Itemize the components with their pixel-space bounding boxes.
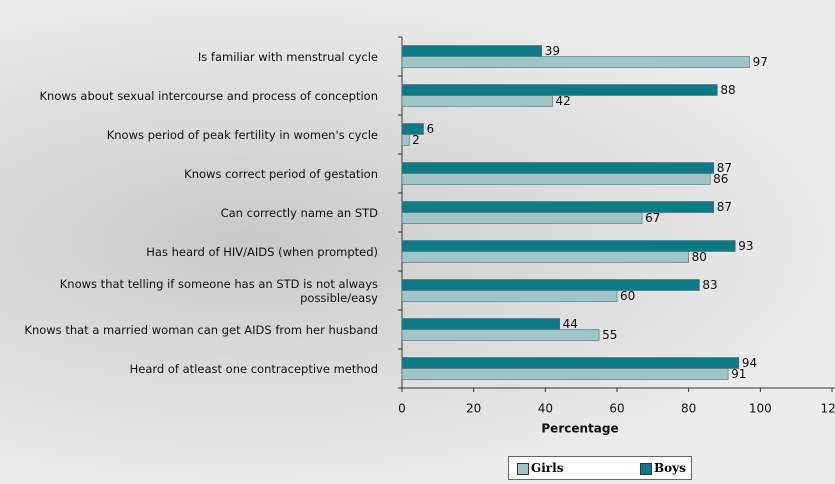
category-label: Is familiar with menstrual cycle	[197, 49, 378, 64]
legend-swatch	[517, 463, 529, 475]
bar	[401, 251, 689, 263]
value-label: 44	[563, 317, 578, 331]
category-label: Knows correct period of gestation	[184, 166, 378, 181]
value-label: 42	[556, 94, 571, 108]
value-label: 60	[620, 289, 635, 303]
value-label: 67	[645, 211, 660, 225]
x-axis-label: Percentage	[541, 422, 618, 436]
value-label: 83	[702, 278, 717, 292]
category-label: Knows about sexual intercourse and proce…	[39, 88, 378, 103]
category-label: Knows period of peak fertility in women'…	[106, 127, 378, 142]
value-label: 86	[713, 172, 728, 186]
bar	[401, 162, 715, 174]
category-label: Has heard of HIV/AIDS (when prompted)	[146, 244, 378, 259]
bar	[401, 201, 715, 213]
x-tick-label: 0	[398, 402, 406, 416]
bar	[401, 123, 424, 135]
value-label: 87	[717, 161, 732, 175]
bar	[401, 290, 618, 302]
x-tick-label: 100	[749, 402, 772, 416]
x-tick-label: 20	[466, 402, 481, 416]
bar	[401, 45, 543, 57]
value-label: 88	[720, 83, 735, 97]
bar	[401, 173, 711, 185]
value-label: 97	[753, 55, 768, 69]
category-label: Can correctly name an STD	[220, 205, 378, 220]
bar	[401, 95, 553, 107]
legend-label: Boys	[654, 461, 686, 475]
legend: Girls Boys	[508, 456, 692, 480]
bar	[401, 240, 736, 252]
value-label: 87	[717, 200, 732, 214]
value-label: 39	[545, 44, 560, 58]
legend-label: Girls	[531, 461, 564, 475]
bar	[401, 318, 560, 330]
category-label: Heard of atleast one contraceptive metho…	[129, 361, 378, 376]
value-label: 55	[602, 328, 617, 342]
bar	[401, 368, 729, 380]
category-label: Knows that a married woman can get AIDS …	[24, 322, 378, 337]
bar	[401, 279, 700, 291]
value-label: 80	[692, 250, 707, 264]
x-tick-label: 60	[609, 402, 624, 416]
x-tick-label: 120	[821, 402, 835, 416]
category-label: Knows that telling if someone has an STD…	[59, 276, 378, 305]
bar	[401, 329, 600, 341]
bar	[401, 134, 410, 146]
x-tick-label: 40	[538, 402, 553, 416]
bar	[401, 84, 718, 96]
value-label: 6	[427, 122, 435, 136]
bar	[401, 212, 643, 224]
value-label: 2	[412, 133, 420, 147]
value-label: 91	[731, 367, 746, 381]
legend-swatch	[640, 463, 652, 475]
value-label: 94	[742, 356, 757, 370]
bar	[401, 56, 750, 68]
bar	[401, 357, 740, 369]
value-label: 93	[738, 239, 753, 253]
x-tick-label: 80	[681, 402, 696, 416]
